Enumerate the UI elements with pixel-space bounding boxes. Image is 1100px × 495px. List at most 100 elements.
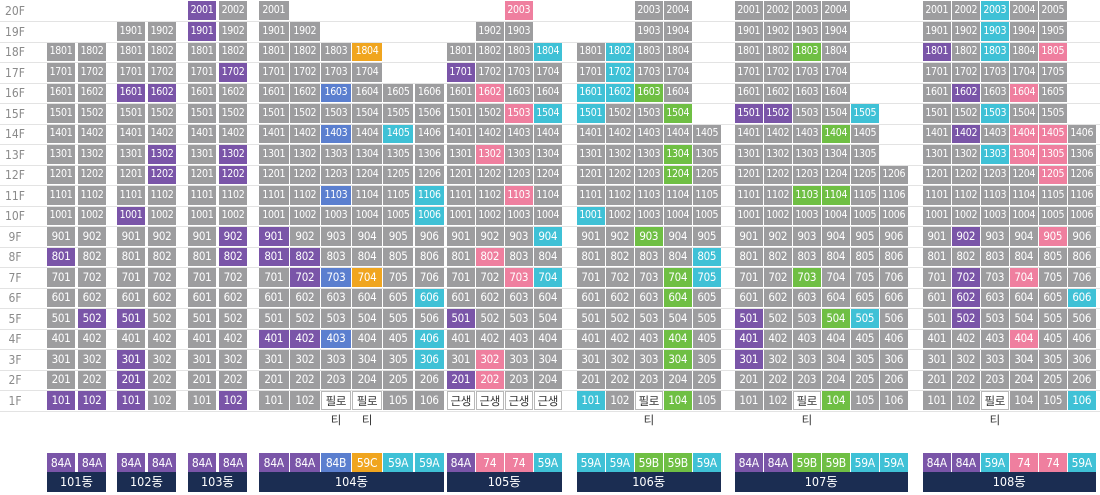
unit-cell[interactable]: 1105 xyxy=(693,185,721,205)
unit-cell[interactable]: 403 xyxy=(321,329,351,348)
unit-cell[interactable]: 403 xyxy=(793,329,821,348)
unit-cell[interactable]: 601 xyxy=(188,288,216,307)
unit-cell[interactable]: 1504 xyxy=(352,103,382,123)
unit-cell[interactable]: 1101 xyxy=(259,185,289,205)
unit-cell[interactable]: 902 xyxy=(290,226,320,246)
unit-cell[interactable]: 402 xyxy=(219,329,247,348)
unit-cell[interactable]: 405 xyxy=(383,329,413,348)
unit-cell[interactable]: 1403 xyxy=(793,124,821,143)
unit-cell[interactable]: 1401 xyxy=(577,124,605,143)
unit-cell[interactable]: 205 xyxy=(1039,370,1067,389)
unit-cell[interactable]: 704 xyxy=(1010,267,1038,287)
unit-cell[interactable]: 803 xyxy=(793,247,821,266)
unit-cell[interactable]: 402 xyxy=(148,329,176,348)
unit-cell[interactable]: 1504 xyxy=(822,103,850,123)
unit-cell[interactable]: 1102 xyxy=(78,185,106,205)
unit-cell[interactable]: 102 xyxy=(219,390,247,410)
unit-cell[interactable]: 402 xyxy=(952,329,980,348)
unit-cell[interactable]: 1902 xyxy=(290,21,320,41)
unit-cell[interactable]: 501 xyxy=(47,308,75,328)
unit-cell[interactable]: 902 xyxy=(148,226,176,246)
unit-cell[interactable]: 301 xyxy=(577,349,605,369)
unit-cell[interactable]: 1704 xyxy=(352,62,382,82)
unit-cell[interactable]: 1401 xyxy=(923,124,951,143)
unit-cell[interactable]: 1101 xyxy=(577,185,605,205)
unit-cell[interactable]: 1502 xyxy=(606,103,634,123)
unit-cell[interactable]: 506 xyxy=(880,308,908,328)
unit-cell[interactable]: 303 xyxy=(793,349,821,369)
unit-cell[interactable]: 502 xyxy=(78,308,106,328)
unit-cell[interactable]: 1304 xyxy=(534,144,562,164)
unit-cell[interactable]: 904 xyxy=(352,226,382,246)
unit-cell[interactable]: 1703 xyxy=(505,62,533,82)
unit-cell[interactable]: 306 xyxy=(414,349,444,369)
unit-cell[interactable]: 904 xyxy=(664,226,692,246)
unit-cell[interactable]: 703 xyxy=(793,267,821,287)
unit-cell[interactable]: 1001 xyxy=(577,206,605,225)
unit-cell[interactable]: 1206 xyxy=(880,165,908,184)
unit-cell[interactable]: 602 xyxy=(606,288,634,307)
unit-cell[interactable]: 2001 xyxy=(188,1,216,20)
unit-cell[interactable]: 401 xyxy=(735,329,763,348)
unit-cell[interactable]: 403 xyxy=(981,329,1009,348)
unit-cell[interactable]: 601 xyxy=(47,288,75,307)
unit-cell[interactable]: 903 xyxy=(793,226,821,246)
unit-cell[interactable]: 301 xyxy=(923,349,951,369)
unit-cell[interactable]: 1001 xyxy=(447,206,475,225)
unit-cell[interactable]: 106 xyxy=(414,390,444,410)
unit-cell[interactable]: 502 xyxy=(290,308,320,328)
unit-cell[interactable]: 101 xyxy=(577,390,605,410)
unit-cell[interactable]: 1103 xyxy=(505,185,533,205)
unit-cell[interactable]: 1002 xyxy=(952,206,980,225)
unit-cell[interactable]: 1203 xyxy=(321,165,351,184)
unit-cell[interactable]: 801 xyxy=(188,247,216,266)
unit-cell[interactable]: 804 xyxy=(1010,247,1038,266)
unit-cell[interactable]: 204 xyxy=(822,370,850,389)
unit-cell[interactable]: 1603 xyxy=(793,83,821,102)
unit-cell[interactable]: 601 xyxy=(577,288,605,307)
unit-cell[interactable]: 1505 xyxy=(383,103,413,123)
unit-cell[interactable]: 근생 xyxy=(476,390,504,410)
unit-cell[interactable]: 201 xyxy=(117,370,145,389)
unit-cell[interactable]: 1504 xyxy=(664,103,692,123)
unit-cell[interactable]: 1202 xyxy=(148,165,176,184)
unit-cell[interactable]: 1802 xyxy=(606,42,634,61)
unit-cell[interactable]: 903 xyxy=(635,226,663,246)
unit-cell[interactable]: 1801 xyxy=(117,42,145,61)
unit-cell[interactable]: 1501 xyxy=(923,103,951,123)
unit-cell[interactable]: 1006 xyxy=(414,206,444,225)
unit-cell[interactable]: 1302 xyxy=(78,144,106,164)
unit-cell[interactable]: 1703 xyxy=(793,62,821,82)
unit-cell[interactable]: 1303 xyxy=(981,144,1009,164)
unit-cell[interactable]: 201 xyxy=(735,370,763,389)
unit-cell[interactable]: 1402 xyxy=(606,124,634,143)
unit-cell[interactable]: 1303 xyxy=(505,144,533,164)
unit-cell[interactable]: 1603 xyxy=(635,83,663,102)
unit-cell[interactable]: 1004 xyxy=(1010,206,1038,225)
unit-cell[interactable]: 401 xyxy=(447,329,475,348)
unit-cell[interactable]: 701 xyxy=(47,267,75,287)
unit-cell[interactable]: 1501 xyxy=(117,103,145,123)
unit-cell[interactable]: 302 xyxy=(476,349,504,369)
unit-cell[interactable]: 902 xyxy=(476,226,504,246)
unit-cell[interactable]: 503 xyxy=(321,308,351,328)
unit-cell[interactable]: 1701 xyxy=(923,62,951,82)
unit-cell[interactable]: 801 xyxy=(735,247,763,266)
unit-cell[interactable]: 504 xyxy=(1010,308,1038,328)
unit-cell[interactable]: 402 xyxy=(290,329,320,348)
unit-cell[interactable]: 1403 xyxy=(321,124,351,143)
unit-cell[interactable]: 302 xyxy=(764,349,792,369)
unit-cell[interactable]: 1204 xyxy=(822,165,850,184)
unit-cell[interactable]: 903 xyxy=(981,226,1009,246)
unit-cell[interactable]: 1306 xyxy=(1068,144,1096,164)
unit-cell[interactable]: 501 xyxy=(577,308,605,328)
unit-cell[interactable]: 1902 xyxy=(764,21,792,41)
unit-cell[interactable]: 602 xyxy=(148,288,176,307)
unit-cell[interactable]: 604 xyxy=(534,288,562,307)
unit-cell[interactable]: 1102 xyxy=(764,185,792,205)
unit-cell[interactable]: 1503 xyxy=(793,103,821,123)
unit-cell[interactable]: 1801 xyxy=(259,42,289,61)
unit-cell[interactable]: 1701 xyxy=(259,62,289,82)
unit-cell[interactable]: 1004 xyxy=(352,206,382,225)
unit-cell[interactable]: 301 xyxy=(447,349,475,369)
